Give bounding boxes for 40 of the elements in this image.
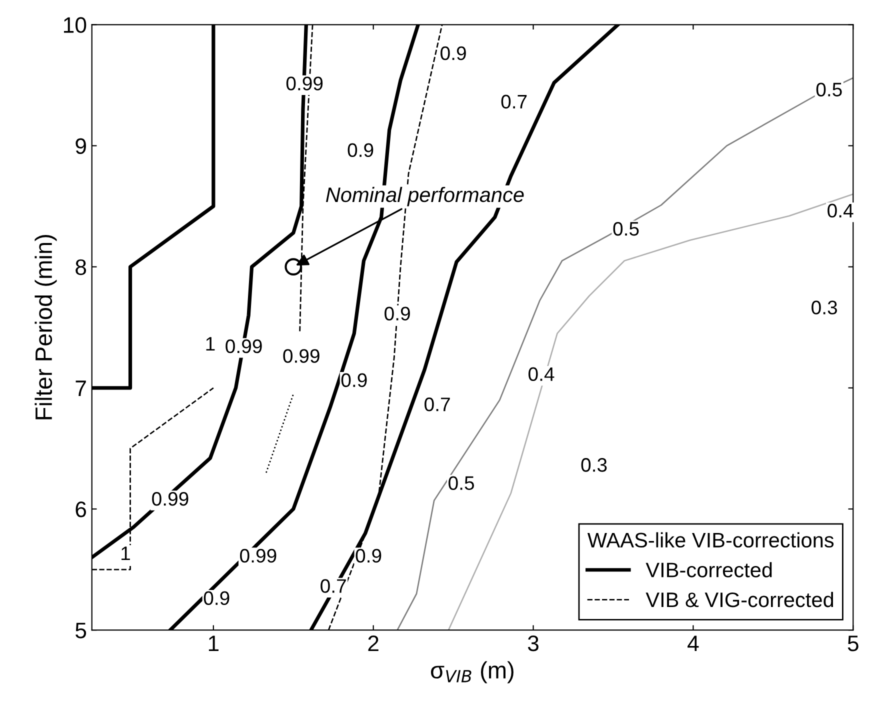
annotation: 0.9 xyxy=(356,548,382,563)
annotation: 1 xyxy=(206,337,215,351)
annotation: 0.5 xyxy=(613,222,639,236)
annotation: 0.9 xyxy=(384,306,410,320)
annotation: 0.99 xyxy=(226,339,262,354)
annotation: 0.3 xyxy=(581,458,607,472)
annotation: 1 xyxy=(122,546,130,560)
legend-title: WAAS-like VIB-corrections xyxy=(587,532,834,548)
legend-label: VIB-corrected xyxy=(646,562,772,578)
annotation: 0.5 xyxy=(816,82,842,96)
x-tick-label: 5 xyxy=(848,636,858,652)
annotation: 0.7 xyxy=(320,579,346,593)
annotation: 0.4 xyxy=(828,204,854,218)
annotation: 0.5 xyxy=(448,476,474,490)
annotation: 0.99 xyxy=(152,492,188,506)
x-axis-title: σ$_{VIB}$ (m) xyxy=(430,661,514,684)
x-tick-label: 3 xyxy=(528,636,538,652)
annotation: 0.9 xyxy=(348,143,374,157)
x-tick-label: 1 xyxy=(208,636,219,652)
annotation: 0.3 xyxy=(812,300,837,314)
y-tick-label: 6 xyxy=(76,502,86,518)
annotation: 0.4 xyxy=(528,367,554,382)
y-tick-label: 10 xyxy=(64,17,86,33)
y-tick-label: 8 xyxy=(76,259,86,276)
legend-label: VIB & VIG-corrected xyxy=(646,592,834,608)
y-tick-label: 7 xyxy=(76,380,86,396)
annotation: 0.99 xyxy=(286,76,323,90)
annotation: 0.9 xyxy=(440,46,466,60)
y-tick-label: 9 xyxy=(76,138,86,154)
annotation: 0.99 xyxy=(283,349,320,363)
annotation: 0.9 xyxy=(204,591,230,606)
annotation: 0.7 xyxy=(424,398,450,412)
annotation: 0.7 xyxy=(501,94,527,109)
y-tick-label: 5 xyxy=(76,622,86,638)
y-axis-title: Filter Period (min) xyxy=(34,235,57,420)
annotation: Nominal performance xyxy=(326,186,524,206)
x-tick-label: 4 xyxy=(688,636,699,652)
x-tick-label: 2 xyxy=(368,636,378,652)
annotation: 0.9 xyxy=(341,373,367,388)
annotation: 0.99 xyxy=(240,548,276,563)
